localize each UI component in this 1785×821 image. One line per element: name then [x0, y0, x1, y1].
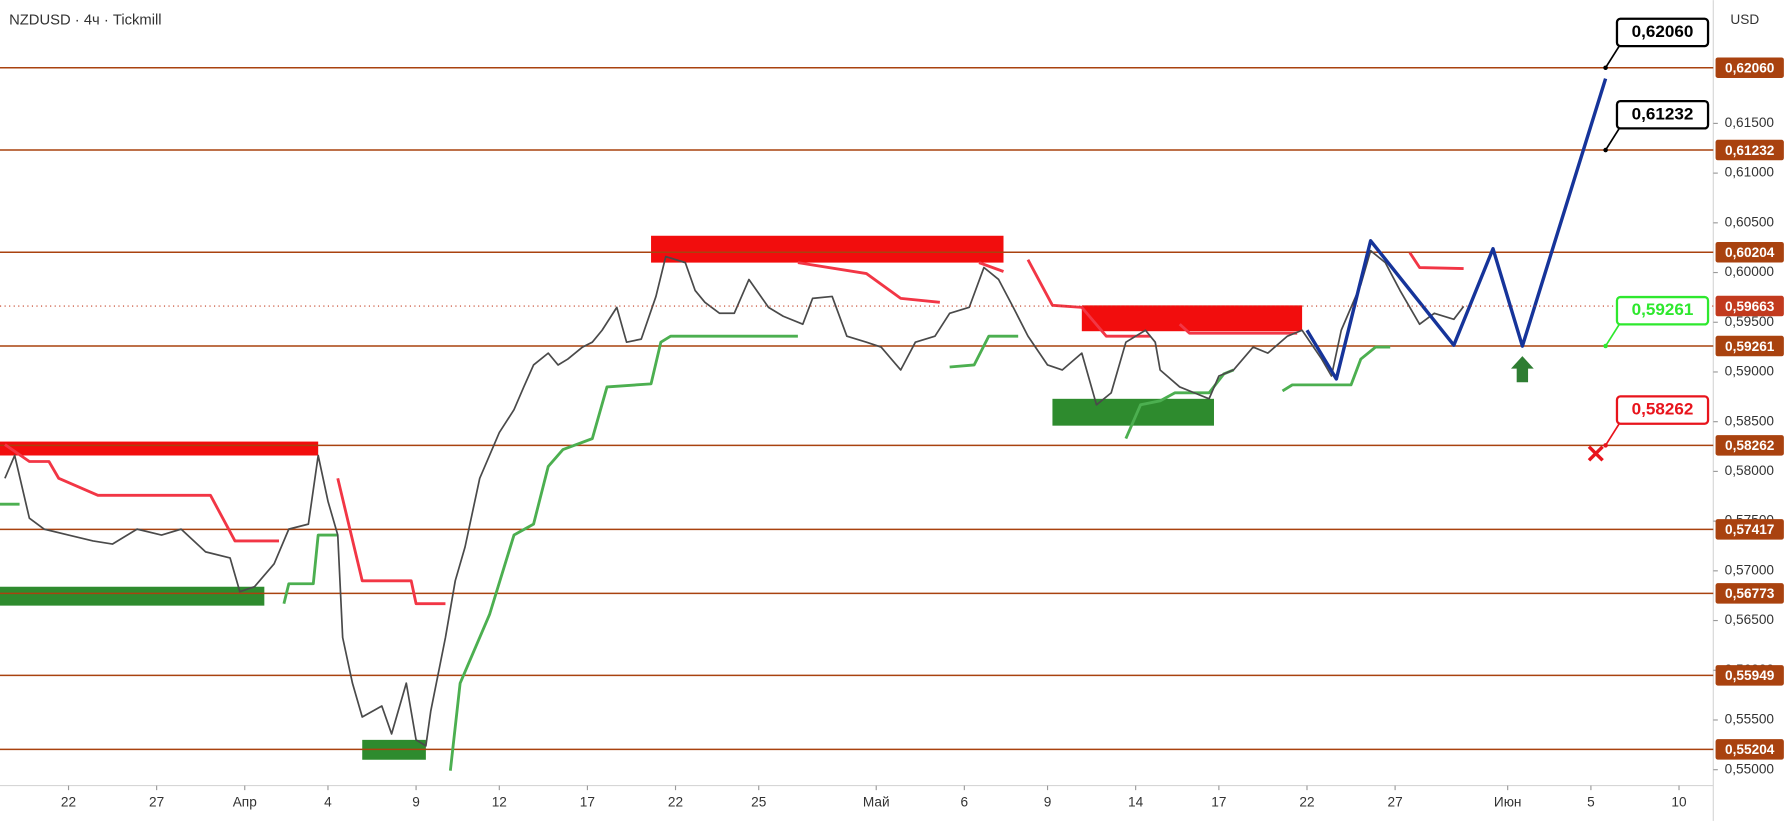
- x-tick-label: 14: [1128, 794, 1144, 809]
- level-price-box: [1715, 665, 1784, 686]
- zone: [651, 235, 1004, 263]
- support-line: [0, 334, 1391, 771]
- x-tick-label: 6: [961, 794, 969, 809]
- callout-leader: [1604, 323, 1620, 347]
- y-tick-label: 0,55000: [1725, 761, 1775, 776]
- resistance-line: [4, 251, 1464, 606]
- y-tick-label: 0,60000: [1725, 264, 1775, 279]
- callout-box: [1615, 99, 1710, 130]
- y-tick-label: 0,59000: [1725, 364, 1775, 379]
- callout-point: [1603, 443, 1608, 448]
- level-price-box: [1715, 435, 1784, 456]
- callout-label: 0,59261: [1632, 300, 1694, 319]
- x-tick-label: 5: [1587, 794, 1595, 809]
- y-tick-label: 0,58000: [1725, 463, 1775, 478]
- zone: [0, 441, 319, 456]
- level-price-box: [1715, 519, 1784, 540]
- callout-label: 0,62060: [1632, 22, 1694, 41]
- x-tick-label: 10: [1671, 794, 1687, 809]
- level-price-box: [1715, 242, 1784, 263]
- y-tick-label: 0,55500: [1725, 712, 1775, 727]
- last-price-box: [1715, 295, 1784, 317]
- callout-leader: [1604, 127, 1620, 151]
- x-tick-label: 12: [492, 794, 507, 809]
- level-price-box: [1715, 583, 1784, 604]
- level-price-label: 0,61232: [1725, 143, 1775, 158]
- x-tick-label: 9: [412, 794, 420, 809]
- level-price-label: 0,58262: [1725, 438, 1775, 453]
- y-tick-label: 0,59500: [1725, 314, 1775, 329]
- x-tick-label: 27: [1387, 794, 1402, 809]
- chart-title: NZDUSD · 4ч · Tickmill: [9, 13, 162, 29]
- callout-box: [1615, 17, 1710, 48]
- level-price-label: 0,55949: [1725, 668, 1775, 683]
- x-tick-label: 17: [580, 794, 595, 809]
- level-price-label: 0,60204: [1725, 245, 1775, 260]
- y-tick-label: 0,61500: [1725, 115, 1775, 130]
- x-tick-label: 25: [751, 794, 767, 809]
- callout-label: 0,58262: [1632, 400, 1694, 419]
- last-price-label: 0,59663: [1725, 299, 1775, 314]
- y-tick-label: 0,61000: [1725, 165, 1775, 180]
- level-price-box: [1715, 739, 1784, 760]
- y-tick-label: 0,60500: [1725, 214, 1775, 229]
- x-tick-label: 27: [149, 794, 164, 809]
- callout-box: [1615, 295, 1710, 326]
- zone: [1081, 305, 1303, 332]
- cross-marker: [1587, 445, 1604, 462]
- currency-label: USD: [1730, 12, 1759, 27]
- level-price-label: 0,57417: [1725, 522, 1774, 537]
- plot-layer: 0,550000,555000,560000,565000,570000,575…: [0, 17, 1784, 809]
- x-tick-label: 4: [324, 794, 332, 809]
- level-price-label: 0,56773: [1725, 586, 1775, 601]
- projection-line: [1305, 78, 1608, 381]
- level-price-box: [1715, 335, 1784, 357]
- x-tick-label: Май: [863, 794, 890, 809]
- x-tick-label: 9: [1044, 794, 1052, 809]
- callout-box: [1615, 395, 1710, 425]
- callout-point: [1603, 147, 1608, 153]
- level-price-label: 0,62060: [1725, 60, 1775, 75]
- y-tick-label: 0,57000: [1725, 562, 1775, 577]
- x-tick-label: 22: [61, 794, 76, 809]
- callout-label: 0,61232: [1632, 104, 1694, 123]
- callout-leader: [1604, 423, 1620, 446]
- callout-leader: [1604, 45, 1620, 69]
- callout-point: [1603, 343, 1608, 349]
- x-tick-label: Апр: [233, 794, 258, 809]
- x-tick-label: 22: [668, 794, 683, 809]
- zone: [0, 586, 265, 606]
- level-price-label: 0,55204: [1725, 742, 1775, 757]
- level-price-label: 0,59261: [1725, 339, 1775, 354]
- x-tick-label: 17: [1211, 794, 1226, 809]
- level-price-box: [1715, 139, 1784, 161]
- x-tick-label: Июн: [1494, 794, 1522, 809]
- price-line: [4, 249, 1465, 747]
- callout-point: [1603, 65, 1608, 70]
- y-tick-label: 0,58500: [1725, 413, 1775, 428]
- level-price-box: [1715, 57, 1784, 78]
- y-tick-label: 0,56500: [1725, 612, 1775, 627]
- up-arrow: [1510, 356, 1534, 383]
- x-tick-label: 22: [1299, 794, 1314, 809]
